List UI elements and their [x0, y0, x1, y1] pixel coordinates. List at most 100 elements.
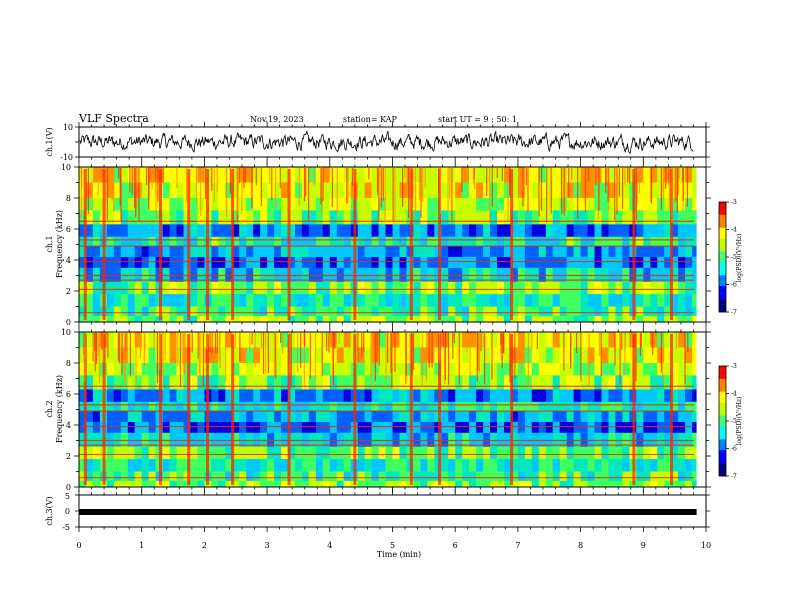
spectrogram-cell	[580, 210, 588, 225]
spectrogram-cell	[566, 480, 575, 487]
spectrogram-cell	[392, 421, 400, 433]
spectrogram-cell	[86, 236, 94, 247]
spectrogram-cell	[531, 267, 540, 282]
spectrogram-cell	[162, 167, 170, 183]
spectrogram-cell	[281, 294, 289, 307]
spectrogram-cell	[106, 281, 115, 295]
spectrogram-cell	[336, 236, 345, 247]
spectrogram-cell	[371, 401, 379, 412]
spectrogram-cell	[510, 389, 519, 402]
spectrogram-cell	[288, 432, 296, 447]
spectrogram-cell	[169, 401, 177, 412]
spectrogram-cell	[469, 306, 477, 316]
colorbar-cell	[719, 205, 726, 208]
spectrogram-cell	[127, 246, 136, 257]
spectrogram-cell	[197, 432, 205, 447]
spectrogram-cell	[594, 224, 602, 237]
spectrogram-cell	[420, 224, 428, 237]
spectrogram-cell	[622, 224, 630, 237]
spectrogram-cell	[622, 459, 630, 472]
spectrogram-cell	[608, 432, 616, 447]
spectrogram-cell	[615, 224, 623, 237]
spectrogram-cell	[538, 446, 547, 460]
spectrogram-cell	[392, 459, 400, 472]
spectrogram-cell	[295, 281, 303, 295]
spectrogram-cell	[462, 389, 470, 402]
spectrogram-cell	[106, 432, 115, 447]
spectrogram-cell	[295, 401, 303, 412]
spectrogram-cell	[545, 210, 554, 225]
spectrogram-cell	[643, 167, 651, 183]
spectrogram-cell	[469, 236, 477, 247]
spectrogram-cell	[573, 459, 581, 472]
spectrogram-cell	[378, 363, 386, 376]
spectrogram-cell	[127, 224, 136, 237]
spectrogram-cell	[371, 306, 379, 316]
spectrogram-cell	[120, 182, 129, 198]
sferic-streak	[200, 168, 202, 217]
spectrogram-cell	[671, 281, 679, 295]
spectrogram-cell	[455, 459, 463, 472]
spectrogram-cell	[462, 236, 470, 247]
spectrogram-cell	[413, 315, 421, 322]
spectrogram-cell	[260, 236, 268, 247]
sferic-streak	[271, 168, 273, 201]
spectrogram-cell	[497, 446, 505, 460]
spectrogram-cell	[253, 459, 261, 472]
spectrogram-cell	[531, 446, 540, 460]
spectrogram-cell	[385, 459, 393, 472]
spectrogram-cell	[246, 315, 254, 322]
spectrogram-cell	[336, 401, 345, 412]
spectrogram-cell	[211, 315, 219, 322]
spectrogram-cell	[678, 363, 686, 376]
sferic-streak	[251, 168, 253, 209]
spectrogram-cell	[615, 332, 623, 348]
spectrogram-cell	[288, 246, 296, 257]
spectrogram-cell	[92, 256, 101, 268]
spectrogram-cell	[462, 375, 470, 390]
sferic-streak	[640, 333, 642, 348]
sferic-streak	[300, 333, 302, 368]
spectrogram-cell	[113, 224, 122, 237]
spectrogram-cell	[260, 401, 268, 412]
sferic-streak	[531, 333, 533, 349]
spectrogram-cell	[427, 347, 435, 363]
colorbar-cell	[719, 400, 726, 403]
spectrogram-cell	[510, 167, 519, 183]
spectrogram-cell	[517, 210, 526, 225]
spectrogram-cell	[469, 224, 477, 237]
spectrogram-cell	[378, 167, 386, 183]
spectrogram-cell	[455, 224, 463, 237]
spectrogram-cell	[573, 294, 581, 307]
sferic-streak	[140, 333, 142, 344]
spectrogram-cell	[601, 375, 609, 390]
spectrogram-cell	[197, 236, 205, 247]
spectrogram-cell	[295, 315, 303, 322]
spectrogram-cell	[685, 401, 693, 412]
spectrogram-cell	[476, 267, 484, 282]
spectrogram-cell	[120, 446, 129, 460]
spectrogram-cell	[343, 375, 352, 390]
spectrogram-cell	[211, 432, 219, 447]
spectrogram-cell	[399, 347, 407, 363]
spectrogram-cell	[113, 267, 122, 282]
sferic-streak	[540, 168, 543, 211]
sferic-streak	[684, 333, 686, 385]
sferic-streak	[378, 333, 380, 366]
spectrogram-cell	[685, 236, 693, 247]
colorbar-cell	[719, 389, 726, 392]
sferic-streak	[449, 168, 451, 199]
spectrogram-cell	[232, 480, 240, 487]
spectrogram-cell	[336, 294, 345, 307]
spectrogram-cell	[281, 446, 289, 460]
sferic-streak	[305, 168, 307, 197]
spectrogram-cell	[169, 480, 177, 487]
spectrogram-cell	[685, 332, 693, 348]
spectrogram-cell	[385, 432, 393, 447]
spectrogram-cell	[462, 446, 470, 460]
spectrogram-cell	[476, 459, 484, 472]
spectrogram-cell	[399, 446, 407, 460]
spectrogram-cell	[141, 401, 150, 412]
spectrogram-cell	[274, 389, 282, 402]
